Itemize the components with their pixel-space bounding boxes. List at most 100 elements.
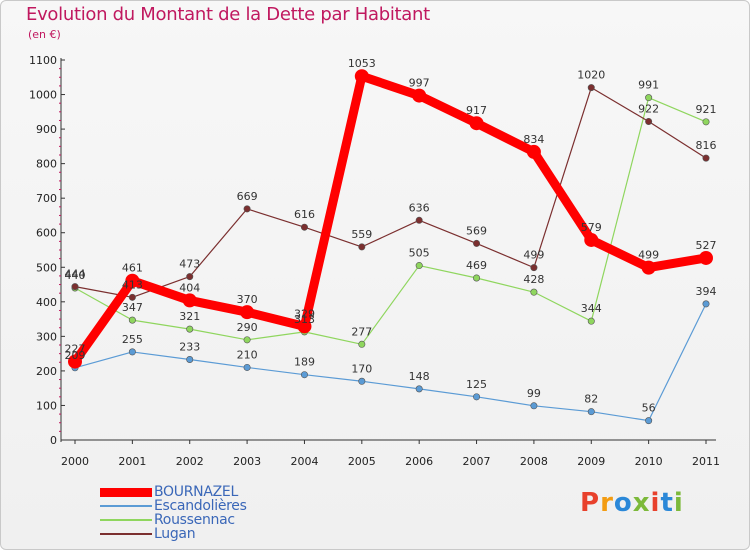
data-label: 636 <box>409 201 430 214</box>
data-point <box>68 354 82 369</box>
data-label: 227 <box>65 343 86 356</box>
x-tick-label: 2005 <box>348 455 376 468</box>
data-label: 473 <box>179 258 200 271</box>
data-label: 370 <box>237 293 258 306</box>
data-label: 461 <box>122 262 143 275</box>
data-label: 394 <box>696 285 717 298</box>
data-label: 616 <box>294 208 315 221</box>
data-label: 917 <box>466 104 487 117</box>
data-point <box>358 377 366 385</box>
data-label: 404 <box>179 281 200 294</box>
data-point <box>645 94 653 102</box>
x-tick-label: 2009 <box>577 455 605 468</box>
x-tick-label: 2003 <box>233 455 261 468</box>
data-point <box>186 356 194 364</box>
data-point <box>473 239 481 247</box>
data-label: 816 <box>696 139 717 152</box>
series-line-lugan <box>74 87 707 298</box>
data-point <box>530 402 538 410</box>
legend-swatch <box>100 519 152 521</box>
data-point <box>71 283 79 291</box>
y-tick-label: 600 <box>36 227 57 240</box>
data-label: 99 <box>527 387 541 400</box>
data-label: 1053 <box>348 57 376 70</box>
data-label: 991 <box>638 79 659 92</box>
legend-swatch <box>100 505 152 507</box>
data-point <box>243 336 251 344</box>
data-label: 997 <box>409 77 430 90</box>
data-label: 1020 <box>577 69 605 82</box>
data-label: 499 <box>523 249 544 262</box>
data-label: 527 <box>696 239 717 252</box>
x-tick-label: 2011 <box>692 455 720 468</box>
data-label: 277 <box>351 325 372 338</box>
data-label: 579 <box>581 221 602 234</box>
data-label: 669 <box>237 190 258 203</box>
data-label: 413 <box>122 278 143 291</box>
data-point <box>186 325 194 333</box>
data-label: 921 <box>696 103 717 116</box>
y-tick-label: 0 <box>50 434 57 447</box>
data-point <box>186 273 194 281</box>
data-point <box>412 88 427 103</box>
data-label: 329 <box>294 307 315 320</box>
y-tick-label: 900 <box>36 123 57 136</box>
data-point <box>125 273 140 288</box>
data-label: 170 <box>351 362 372 375</box>
data-label: 505 <box>409 247 430 260</box>
y-tick-label: 500 <box>36 261 57 274</box>
data-label: 233 <box>179 341 200 354</box>
data-point <box>702 300 710 308</box>
data-point <box>584 232 599 247</box>
legend-swatch <box>100 488 152 497</box>
data-label: 56 <box>642 402 656 415</box>
logo-letter: t <box>660 488 674 518</box>
data-label: 922 <box>638 102 659 115</box>
logo-letter: x <box>632 488 651 518</box>
data-point <box>587 408 595 416</box>
logo-letter: i <box>650 488 661 518</box>
legend-swatch <box>100 533 152 535</box>
data-label: 428 <box>523 273 544 286</box>
data-point <box>587 84 595 92</box>
x-tick-label: 2001 <box>118 455 146 468</box>
chart-title: Evolution du Montant de la Dette par Hab… <box>26 4 430 25</box>
data-point <box>358 243 366 251</box>
data-label: 469 <box>466 259 487 272</box>
data-point <box>358 340 366 348</box>
data-point <box>415 216 423 224</box>
chart-subtitle: (en €) <box>28 28 61 41</box>
data-point <box>587 317 595 325</box>
y-tick-label: 100 <box>36 399 57 412</box>
y-tick-label: 700 <box>36 192 57 205</box>
data-point <box>240 305 255 320</box>
data-label: 125 <box>466 378 487 391</box>
data-point <box>243 205 251 213</box>
data-label: 210 <box>237 348 258 361</box>
data-point <box>702 154 710 162</box>
proxiti-logo: Proxiti <box>580 488 684 518</box>
data-label: 499 <box>638 249 659 262</box>
x-tick-label: 2000 <box>61 455 89 468</box>
x-tick-label: 2002 <box>176 455 204 468</box>
y-tick-label: 800 <box>36 158 57 171</box>
data-label: 189 <box>294 356 315 369</box>
data-label: 347 <box>122 301 143 314</box>
legend-label: Escandolières <box>154 498 247 514</box>
series-line-roussennac <box>74 97 707 345</box>
data-label: 569 <box>466 224 487 237</box>
y-tick-label: 1100 <box>29 54 57 67</box>
logo-letter: P <box>580 488 601 518</box>
data-point <box>128 316 136 324</box>
data-point <box>699 250 713 265</box>
logo-letter: r <box>600 488 614 518</box>
data-point <box>473 274 481 282</box>
data-point <box>641 260 656 275</box>
data-point <box>530 288 538 296</box>
data-point <box>300 223 308 231</box>
data-label: 255 <box>122 333 143 346</box>
data-label: 290 <box>237 321 258 334</box>
legend-label: Lugan <box>154 526 196 542</box>
